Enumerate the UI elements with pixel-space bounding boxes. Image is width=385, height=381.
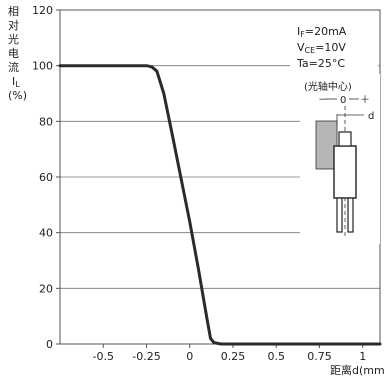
x-axis-label: 距离d(mm bbox=[330, 363, 385, 377]
conditions-bg bbox=[290, 22, 378, 70]
sensor-body bbox=[333, 145, 357, 199]
sensor-lead-left bbox=[336, 197, 343, 233]
ylabel-char-4: 流 bbox=[8, 60, 19, 74]
inset-plus: ＋ bbox=[360, 95, 370, 106]
ylabel-char-1: 对 bbox=[8, 18, 19, 32]
x-tick-label: 1 bbox=[359, 350, 366, 363]
y-tick-label: 100 bbox=[32, 60, 53, 73]
inset-zero: 0 bbox=[340, 95, 346, 106]
shutter-block bbox=[315, 120, 338, 170]
y-tick-label: 40 bbox=[39, 227, 53, 240]
y-axis-label: 相 对 光 电 流 IL (%) bbox=[8, 5, 27, 102]
x-tick-label: 0.75 bbox=[307, 350, 332, 363]
sensor-window bbox=[338, 131, 352, 147]
cond-if: IF=20mA bbox=[297, 25, 347, 39]
cond-vce: VCE=10V bbox=[297, 41, 346, 55]
x-tick-label: -0.5 bbox=[93, 350, 114, 363]
y-tick-label: 60 bbox=[39, 171, 53, 184]
ylabel-symbol: IL bbox=[12, 75, 20, 89]
series-line bbox=[58, 64, 382, 346]
x-tick-label: -0.25 bbox=[132, 350, 160, 363]
ticks: 0 20 40 60 80 100 120 -0.5 -0.25 0 0.25 0.5 0.75 1 bbox=[32, 4, 366, 363]
ylabel-char-3: 电 bbox=[8, 47, 19, 60]
x-tick-label: 0.5 bbox=[267, 350, 285, 363]
ylabel-char-2: 光 bbox=[8, 32, 19, 46]
y-tick-label: 0 bbox=[46, 338, 53, 351]
y-tick-label: 80 bbox=[39, 115, 53, 128]
inset-d-label: d bbox=[368, 111, 374, 122]
x-tick-label: 0.25 bbox=[221, 350, 246, 363]
cond-ta: Ta=25°C bbox=[296, 57, 345, 70]
x-tick-label: 0 bbox=[186, 350, 193, 363]
y-tick-label: 20 bbox=[39, 282, 53, 295]
sensor-lead-right bbox=[347, 197, 354, 233]
inset-diagram: (光轴中心) － 0 ＋ d bbox=[304, 80, 374, 236]
conditions: IF=20mA VCE=10V Ta=25°C bbox=[296, 25, 347, 70]
inset-minus: － bbox=[318, 95, 328, 106]
inset-label: (光轴中心) bbox=[304, 80, 352, 93]
ylabel-char-0: 相 bbox=[8, 5, 19, 18]
y-tick-label: 120 bbox=[32, 4, 53, 17]
ylabel-unit: (%) bbox=[8, 89, 27, 102]
